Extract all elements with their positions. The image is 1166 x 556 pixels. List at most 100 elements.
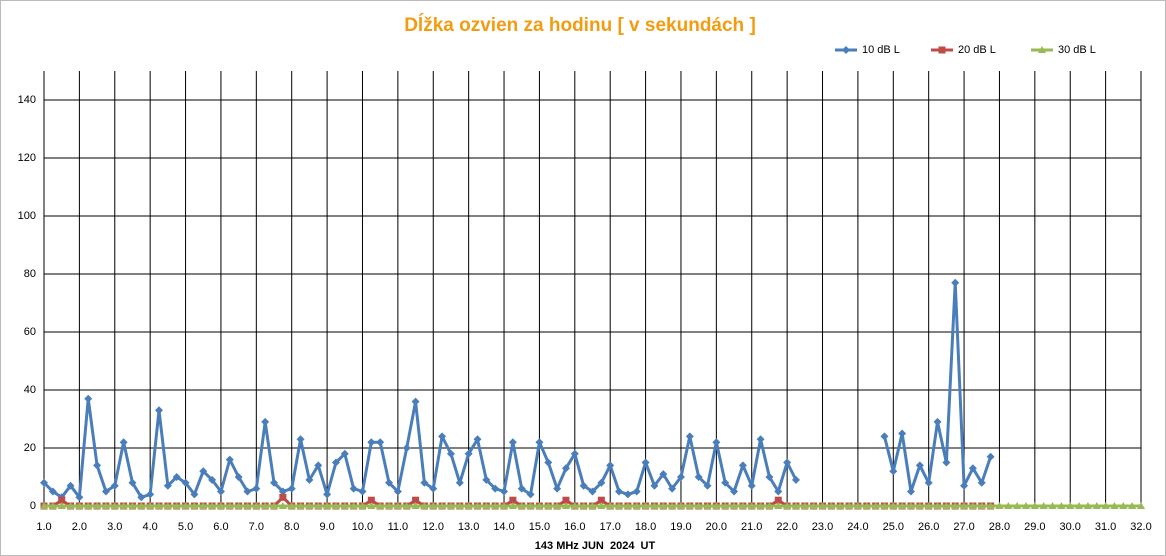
marker <box>1110 502 1119 509</box>
marker <box>747 481 756 490</box>
x-tick-label: 1.0 <box>36 521 51 533</box>
marker <box>420 502 429 509</box>
marker <box>163 502 172 509</box>
marker <box>40 502 48 509</box>
marker <box>243 487 252 496</box>
marker <box>791 475 800 484</box>
marker <box>279 493 287 501</box>
x-tick-label: 11.0 <box>388 521 409 533</box>
marker <box>340 502 349 509</box>
marker <box>623 502 632 509</box>
marker <box>791 502 800 509</box>
x-tick-label: 25.0 <box>883 521 904 533</box>
marker <box>296 435 305 444</box>
x-tick-label: 26.0 <box>918 521 939 533</box>
marker <box>190 490 199 499</box>
marker <box>942 502 951 509</box>
marker <box>977 478 986 487</box>
marker <box>101 502 110 509</box>
marker <box>1075 502 1084 509</box>
marker <box>960 502 969 509</box>
marker <box>774 502 783 509</box>
marker <box>137 502 146 509</box>
marker <box>48 502 57 509</box>
marker <box>367 496 375 504</box>
marker <box>668 484 677 493</box>
marker <box>561 464 570 473</box>
marker <box>579 502 588 509</box>
marker <box>110 502 119 509</box>
marker <box>119 502 128 509</box>
marker <box>650 481 659 490</box>
x-tick-label: 7.0 <box>249 521 264 533</box>
marker <box>535 502 544 509</box>
marker <box>986 502 995 509</box>
marker <box>906 487 915 496</box>
marker <box>473 502 482 509</box>
marker <box>880 502 889 509</box>
marker <box>570 449 579 458</box>
x-tick-label: 19.0 <box>670 521 691 533</box>
marker <box>464 502 473 509</box>
marker <box>703 502 712 509</box>
marker <box>146 502 155 509</box>
marker <box>464 449 473 458</box>
marker <box>553 484 562 493</box>
marker <box>685 432 694 441</box>
marker <box>119 438 128 447</box>
marker <box>968 502 977 509</box>
marker <box>216 487 225 496</box>
marker <box>1048 502 1057 509</box>
marker <box>579 481 588 490</box>
marker <box>632 502 641 509</box>
marker <box>986 452 995 461</box>
marker <box>898 502 907 509</box>
marker <box>712 502 721 509</box>
x-tick-label: 9.0 <box>319 521 334 533</box>
marker <box>500 502 509 509</box>
chart-title: Dĺžka ozvien za hodinu [ v sekundách ] <box>404 14 756 36</box>
marker <box>694 502 703 509</box>
marker <box>1039 502 1048 509</box>
marker <box>862 502 871 509</box>
marker <box>455 502 464 509</box>
marker <box>146 490 155 499</box>
marker <box>659 502 668 509</box>
marker <box>508 502 517 509</box>
marker <box>93 502 102 509</box>
marker <box>1119 502 1128 509</box>
marker <box>66 502 75 509</box>
marker <box>933 502 942 509</box>
marker <box>606 461 615 470</box>
marker <box>252 502 261 509</box>
marker <box>1128 502 1137 509</box>
x-tick-label: 8.0 <box>284 521 299 533</box>
marker <box>938 46 946 54</box>
marker <box>190 502 199 509</box>
marker <box>225 502 234 509</box>
y-tick-label: 80 <box>24 268 36 280</box>
marker <box>128 502 137 509</box>
marker <box>155 502 164 509</box>
marker <box>623 490 632 499</box>
marker <box>172 502 181 509</box>
marker <box>606 502 615 509</box>
marker <box>730 502 739 509</box>
x-tick-label: 15.0 <box>529 521 550 533</box>
marker <box>376 438 385 447</box>
marker <box>75 493 84 502</box>
marker <box>349 502 358 509</box>
marker <box>853 502 862 509</box>
marker <box>730 487 739 496</box>
marker <box>845 502 854 509</box>
marker <box>703 481 712 490</box>
marker <box>40 478 48 487</box>
marker <box>181 478 190 487</box>
marker <box>800 502 809 509</box>
marker <box>270 478 279 487</box>
marker <box>765 473 774 481</box>
marker <box>659 470 668 479</box>
marker <box>827 502 836 509</box>
marker <box>818 502 827 509</box>
